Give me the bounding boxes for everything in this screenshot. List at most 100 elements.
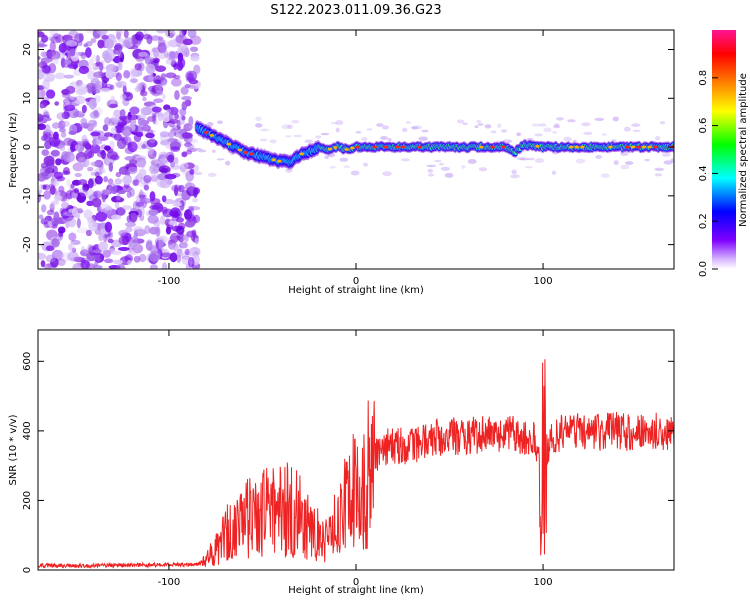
noise-blob xyxy=(62,120,71,127)
noise-blob xyxy=(128,249,139,256)
noise-blob xyxy=(157,39,166,47)
noise-blob xyxy=(105,69,114,79)
noise-blob xyxy=(189,168,195,175)
noise-blob xyxy=(164,218,171,227)
noise-blob xyxy=(124,146,135,155)
noise-blob xyxy=(150,35,161,41)
noise-blob xyxy=(135,131,144,138)
noise-blob xyxy=(38,85,45,90)
noise-blob xyxy=(85,47,92,58)
noise-blob xyxy=(188,79,199,85)
noise-blob xyxy=(88,88,101,95)
noise-blob xyxy=(158,167,169,173)
noise-blob xyxy=(39,183,44,193)
noise-blob xyxy=(132,242,140,250)
ridge-hotspot xyxy=(243,151,248,154)
noise-blob xyxy=(112,119,119,127)
noise-blob xyxy=(161,195,167,203)
noise-blob xyxy=(180,162,189,169)
noise-blob xyxy=(73,95,86,105)
noise-blob xyxy=(47,35,58,41)
noise-blob xyxy=(116,31,122,40)
noise-blob xyxy=(124,232,132,242)
noise-blob xyxy=(382,171,392,177)
noise-blob xyxy=(98,232,104,242)
noise-blob xyxy=(193,64,201,75)
noise-blob xyxy=(49,30,58,38)
noise-blob xyxy=(43,190,51,200)
noise-blob xyxy=(181,101,188,111)
noise-blob xyxy=(158,36,164,41)
noise-blob xyxy=(184,83,191,89)
ridge-hotspot xyxy=(501,145,506,149)
noise-blob xyxy=(138,51,148,57)
noise-blob xyxy=(168,112,174,122)
noise-blob xyxy=(612,116,619,122)
noise-blob xyxy=(175,34,188,44)
noise-blob xyxy=(132,179,140,186)
ridge-hotspot xyxy=(249,152,254,156)
noise-blob xyxy=(197,149,207,153)
noise-blob xyxy=(602,133,607,136)
snr-series-line xyxy=(38,359,674,570)
noise-blob xyxy=(339,157,349,162)
noise-blob xyxy=(76,218,81,229)
noise-blob xyxy=(127,259,132,265)
noise-blob xyxy=(88,58,94,67)
snr-y-axis-label: SNR (10 * v/v) xyxy=(8,414,19,485)
noise-blob xyxy=(70,239,81,246)
noise-blob xyxy=(43,50,56,59)
noise-blob xyxy=(45,89,56,99)
noise-blob xyxy=(149,137,156,144)
noise-blob xyxy=(55,216,64,225)
noise-blob xyxy=(60,252,71,263)
noise-blob xyxy=(456,119,465,124)
noise-blob xyxy=(335,127,340,133)
noise-blob xyxy=(148,208,159,217)
ridge-hotspot xyxy=(372,145,377,149)
noise-blob xyxy=(581,122,591,127)
noise-blob xyxy=(58,43,68,54)
noise-blob xyxy=(38,60,43,72)
noise-blob xyxy=(65,189,74,200)
noise-blob xyxy=(478,167,488,172)
colorbar-label: Normalized spectral amplitude xyxy=(738,73,749,227)
noise-blob xyxy=(136,114,141,121)
noise-blob xyxy=(142,96,147,102)
ridge-hotspot xyxy=(490,145,495,149)
noise-blob xyxy=(63,74,75,79)
noise-blob xyxy=(149,205,161,210)
noise-blob xyxy=(162,111,172,123)
noise-blob xyxy=(567,119,576,123)
noise-blob xyxy=(63,109,70,119)
noise-blob xyxy=(184,220,195,228)
noise-blob xyxy=(76,192,87,203)
noise-blob xyxy=(187,256,195,268)
colorbar-gradient xyxy=(712,30,736,269)
noise-blob xyxy=(329,165,336,169)
noise-blob xyxy=(103,52,112,64)
noise-blob xyxy=(117,189,126,195)
noise-blob xyxy=(92,138,97,147)
noise-blob xyxy=(88,98,97,110)
noise-blob xyxy=(38,56,41,61)
noise-blob xyxy=(556,117,564,121)
noise-blob xyxy=(156,30,167,34)
noise-blob xyxy=(60,208,71,219)
noise-blob xyxy=(490,130,497,134)
noise-blob xyxy=(174,90,180,101)
noise-blob xyxy=(444,172,454,178)
noise-blob xyxy=(71,207,78,217)
noise-blob xyxy=(41,149,50,156)
noise-blob xyxy=(163,104,171,111)
noise-blob xyxy=(129,67,137,79)
noise-blob xyxy=(96,254,103,263)
noise-blob xyxy=(106,151,119,160)
noise-blob xyxy=(654,167,665,171)
noise-blob xyxy=(190,46,199,52)
noise-blob xyxy=(86,200,94,207)
noise-blob xyxy=(43,131,52,143)
noise-blob xyxy=(93,109,99,118)
noise-blob xyxy=(54,171,64,180)
